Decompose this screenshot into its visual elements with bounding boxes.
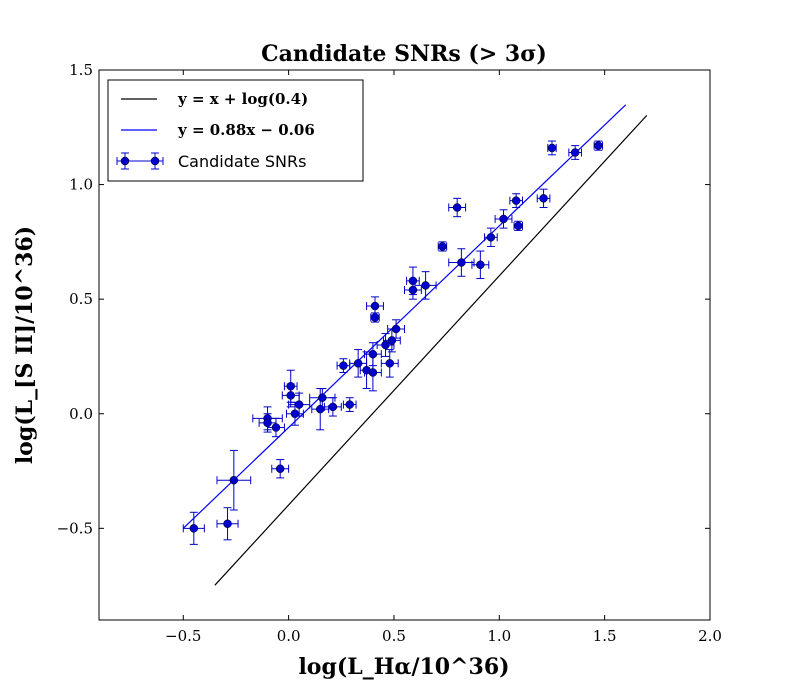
- data-point: [448, 248, 475, 277]
- data-point: [380, 349, 399, 378]
- point-marker: [387, 336, 397, 345]
- data-point: [448, 197, 467, 218]
- x-tick-label: 0.0: [277, 627, 301, 645]
- y-tick-label: −0.5: [57, 519, 93, 537]
- data-point: [494, 209, 513, 229]
- point-marker: [345, 400, 354, 409]
- data-point: [593, 140, 604, 151]
- legend-label-2: y = 0.88x − 0.06: [177, 121, 315, 139]
- y-tick-label: 0.5: [69, 290, 93, 308]
- x-axis-label: log(L_Hα/10^36): [298, 654, 509, 680]
- data-point: [437, 241, 448, 252]
- data-point: [484, 227, 498, 247]
- y-tick-label: 0.0: [69, 405, 93, 423]
- fit-lines: [182, 104, 648, 586]
- point-marker: [570, 148, 580, 157]
- point-marker: [318, 393, 327, 402]
- point-marker: [223, 519, 232, 528]
- point-marker: [408, 285, 418, 295]
- point-marker: [315, 404, 325, 414]
- point-marker: [594, 141, 603, 150]
- y-tick-label: 1.0: [69, 176, 93, 194]
- point-marker: [368, 349, 378, 359]
- data-point: [509, 193, 523, 208]
- point-marker: [368, 368, 378, 377]
- plot-frame: [98, 69, 711, 621]
- point-marker: [438, 242, 447, 251]
- data-point: [547, 140, 557, 156]
- point-marker: [391, 324, 401, 334]
- point-marker: [457, 258, 466, 267]
- point-marker: [476, 260, 485, 270]
- point-marker: [328, 402, 338, 412]
- point-marker: [370, 301, 380, 311]
- point-marker: [452, 203, 462, 212]
- data-point: [513, 220, 523, 231]
- reference-line: [214, 114, 648, 586]
- point-marker: [271, 423, 281, 432]
- legend: y = x + log(0.4) y = 0.88x − 0.06 Candid…: [107, 79, 364, 182]
- data-point: [267, 417, 285, 438]
- data-point: [281, 383, 300, 408]
- point-marker: [290, 409, 300, 418]
- data-point: [342, 397, 357, 412]
- data-point: [471, 250, 490, 280]
- point-marker: [499, 214, 508, 224]
- data-point: [414, 271, 437, 300]
- data-point: [366, 296, 384, 316]
- point-marker: [539, 194, 548, 203]
- data-point: [387, 319, 405, 339]
- data-point: [568, 145, 582, 160]
- point-marker: [511, 196, 521, 205]
- x-tick-label: 0.5: [382, 627, 406, 645]
- axis-ticks: −0.5 0.0 0.5 1.0 1.5 2.0 −0.5 0.0 0.5 1.0 1.5: [57, 61, 722, 645]
- y-tick-label: 1.5: [69, 61, 93, 79]
- point-marker: [189, 524, 199, 533]
- data-point: [271, 459, 290, 479]
- point-marker: [229, 475, 239, 485]
- data-point: [216, 507, 239, 541]
- point-marker: [294, 400, 304, 409]
- point-marker: [385, 359, 395, 368]
- fit-line: [182, 104, 627, 529]
- data-point: [216, 449, 252, 511]
- point-marker: [353, 359, 363, 368]
- data-point: [182, 511, 205, 545]
- legend-label-3: Candidate SNRs: [178, 152, 306, 171]
- data-point: [363, 342, 382, 367]
- x-tick-label: 2.0: [698, 627, 722, 645]
- point-marker: [486, 233, 496, 242]
- point-marker: [339, 361, 348, 370]
- data-point: [536, 188, 551, 208]
- data-point: [323, 397, 342, 417]
- chart-title: Candidate SNRs (> 3σ): [261, 41, 547, 67]
- x-tick-label: 1.5: [593, 627, 617, 645]
- x-tick-label: −0.5: [165, 627, 201, 645]
- legend-label-1: y = x + log(0.4): [177, 90, 308, 108]
- x-tick-label: 1.0: [487, 627, 511, 645]
- data-points: [182, 140, 604, 545]
- point-marker: [286, 391, 295, 400]
- data-point: [288, 392, 311, 417]
- data-point: [349, 349, 368, 378]
- point-marker: [275, 464, 285, 473]
- point-marker: [514, 221, 523, 231]
- y-axis-label: log(L_[S II]/10^36): [12, 226, 38, 464]
- legend-errorbar-marker: [116, 152, 164, 170]
- point-marker: [547, 143, 557, 153]
- point-marker: [421, 281, 430, 290]
